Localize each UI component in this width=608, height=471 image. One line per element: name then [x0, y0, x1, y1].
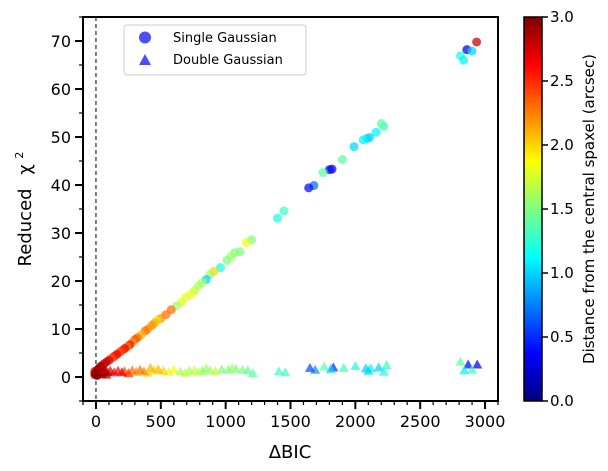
y-axis-label-sup: 2	[13, 152, 26, 159]
legend-label-double: Double Gaussian	[173, 53, 283, 68]
y-axis-label-chi: χ	[15, 164, 36, 174]
colorbar-tick-label: 1.0	[550, 264, 574, 282]
double-gaussian-point	[304, 362, 315, 372]
y-tick-label: 70	[51, 32, 71, 51]
data-points	[89, 37, 483, 381]
double-gaussian-point	[472, 359, 483, 369]
double-gaussian-point	[168, 364, 179, 374]
colorbar-label: Distance from the central spaxel (arcsec…	[580, 54, 598, 364]
x-tick-label: 500	[146, 412, 177, 431]
y-axis-ticks: 0 10 20 30 40 50 60 70	[51, 16, 83, 402]
double-gaussian-point	[373, 362, 384, 372]
double-gaussian-point	[149, 365, 160, 375]
single-gaussian-point	[304, 183, 314, 193]
double-gaussian-point	[381, 360, 392, 369]
x-tick-label: 2500	[400, 412, 441, 431]
double-gaussian-point	[101, 369, 112, 379]
x-tick-label: 3000	[465, 412, 506, 431]
single-gaussian-point	[358, 135, 368, 145]
single-gaussian-point	[273, 213, 283, 223]
legend-marker-single	[139, 31, 151, 44]
colorbar-ticks: 0.0 0.5 1.0 1.5 2.0 2.5 3.0	[542, 8, 574, 410]
colorbar: 0.0 0.5 1.0 1.5 2.0 2.5 3.0 Distance from the …	[523, 8, 598, 410]
double-gaussian-point	[273, 366, 284, 376]
double-gaussian-point	[467, 364, 478, 374]
y-tick-label: 40	[51, 176, 71, 195]
x-axis-ticks: 0 500 1000 1500 2000 2500 3000	[82, 401, 506, 431]
y-tick-label: 60	[51, 80, 71, 99]
colorbar-tick-label: 0.5	[550, 328, 574, 346]
single-gaussian-point	[349, 142, 359, 152]
double-gaussian-point	[378, 366, 389, 376]
legend-box	[123, 24, 307, 76]
colorbar-tick-label: 1.5	[550, 200, 574, 218]
single-gaussian-point	[472, 37, 482, 47]
y-tick-label: 20	[51, 272, 71, 291]
single-gaussian-point	[318, 168, 328, 178]
single-gaussian-point	[337, 155, 347, 165]
double-gaussian-point	[463, 359, 474, 369]
single-gaussian-point	[215, 263, 225, 273]
single-gaussian-point	[376, 119, 386, 129]
double-gaussian-point	[89, 367, 100, 377]
y-tick-label: 50	[51, 128, 71, 147]
colorbar-tick-label: 3.0	[550, 8, 574, 26]
y-tick-label: 0	[61, 368, 71, 387]
double-gaussian-point	[459, 365, 470, 375]
double-gaussian-point	[247, 368, 258, 378]
double-gaussian-point	[360, 363, 371, 373]
single-gaussian-point	[279, 206, 289, 216]
single-gaussian-point	[467, 46, 477, 56]
x-axis-label: ΔBIC	[269, 442, 312, 463]
double-gaussian-point	[319, 361, 330, 371]
legend-marker-double	[139, 54, 151, 65]
double-gaussian-point	[325, 363, 336, 373]
x-tick-label: 2000	[335, 412, 376, 431]
legend: Single Gaussian Double Gaussian	[123, 24, 307, 76]
x-tick-label: 1500	[270, 412, 311, 431]
colorbar-tick-label: 2.5	[550, 72, 574, 90]
colorbar-tick-label: 2.0	[550, 136, 574, 154]
colorbar-gradient	[523, 16, 543, 402]
x-tick-label: 1000	[205, 412, 246, 431]
y-tick-label: 30	[51, 224, 71, 243]
colorbar-tick-label: 0.0	[550, 392, 574, 410]
y-axis-label-main: Reduced	[15, 188, 36, 266]
single-gaussian-point	[222, 255, 232, 265]
double-gaussian-point	[338, 362, 349, 372]
y-tick-label: 10	[51, 320, 71, 339]
double-gaussian-point	[216, 364, 227, 374]
double-gaussian-point	[350, 360, 361, 370]
svg-text:Reduced χ 2: Reduced χ 2	[13, 152, 36, 267]
single-gaussian-point	[371, 127, 381, 137]
single-gaussian-point	[241, 238, 251, 248]
legend-label-single: Single Gaussian	[173, 31, 277, 46]
double-gaussian-point	[455, 356, 466, 366]
single-gaussian-point	[459, 55, 469, 65]
x-tick-label: 0	[91, 412, 101, 431]
y-axis-label: Reduced χ 2	[13, 152, 36, 267]
